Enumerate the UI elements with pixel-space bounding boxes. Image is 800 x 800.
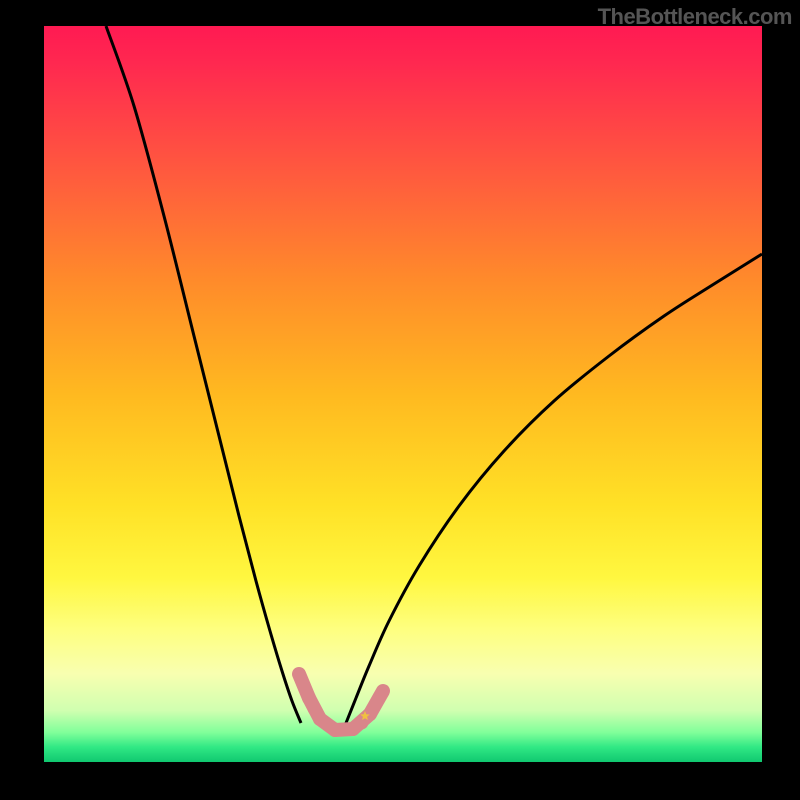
plot-area (44, 26, 762, 762)
watermark-text: TheBottleneck.com (598, 4, 792, 30)
gradient-background (44, 26, 762, 762)
